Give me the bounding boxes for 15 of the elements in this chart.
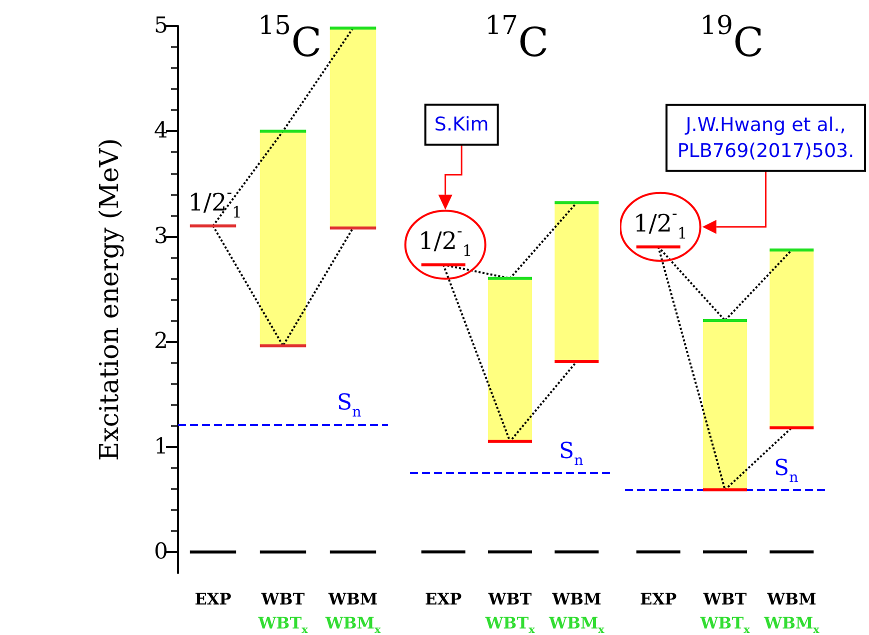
y-tick-label: 4 (154, 118, 168, 144)
x-tick-label: EXP (194, 590, 232, 608)
data-label: 1/2-1 (418, 222, 472, 260)
data-label: 1/2-1 (633, 204, 688, 242)
data-label: 1/2-1 (188, 183, 242, 222)
y-tick-label: 3 (154, 224, 168, 249)
x-tick-label: EXP (640, 590, 677, 608)
x-tick-label: EXP (425, 590, 462, 608)
annotation: S.Kim (434, 114, 489, 136)
y-tick-label: 5 (154, 14, 168, 38)
y-tick-label: 2 (154, 329, 168, 354)
annotation: J.W.Hwang et al., PLB769(2017)503. (677, 114, 854, 162)
y-tick-label: 0 (154, 539, 168, 564)
y-tick-label: 1 (154, 434, 168, 460)
y-axis-title: Excitation energy (MeV) (95, 138, 125, 461)
